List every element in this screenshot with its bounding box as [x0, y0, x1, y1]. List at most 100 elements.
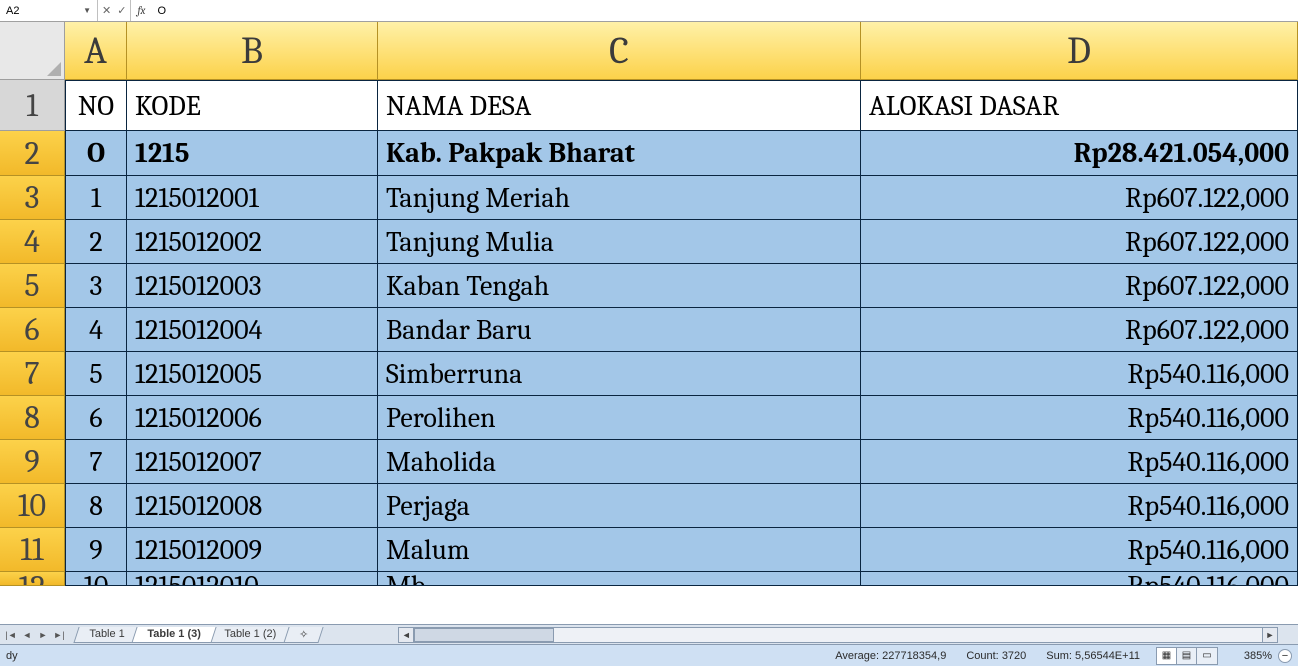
cell[interactable]: 7: [65, 440, 127, 484]
cell[interactable]: 4: [65, 308, 127, 352]
zoom-out-icon[interactable]: −: [1278, 649, 1292, 663]
cell[interactable]: 5: [65, 352, 127, 396]
cell[interactable]: 2: [65, 220, 127, 264]
row-header[interactable]: 10: [0, 484, 65, 528]
row-header[interactable]: 5: [0, 264, 65, 308]
cell[interactable]: 3: [65, 264, 127, 308]
cell[interactable]: 1215012009: [127, 528, 378, 572]
cell[interactable]: NAMA DESA: [378, 80, 861, 131]
cell[interactable]: 9: [65, 528, 127, 572]
cell[interactable]: Tanjung Meriah: [378, 176, 861, 220]
cell[interactable]: 1: [65, 176, 127, 220]
hscroll-right-icon[interactable]: ►: [1262, 627, 1278, 643]
cell[interactable]: 1215012006: [127, 396, 378, 440]
cell[interactable]: 8: [65, 484, 127, 528]
name-box-dropdown-icon[interactable]: ▼: [83, 6, 91, 15]
name-box[interactable]: A2 ▼: [0, 0, 98, 21]
new-sheet-tab[interactable]: ✧: [283, 627, 323, 643]
fx-label[interactable]: fx: [131, 4, 151, 17]
new-sheet-icon: ✧: [299, 628, 308, 641]
view-buttons: ▦ ▤ ▭: [1156, 647, 1218, 665]
sheet-tab[interactable]: Table 1: [73, 627, 140, 643]
column-header-D[interactable]: D: [861, 22, 1298, 80]
cell[interactable]: Bandar Baru: [378, 308, 861, 352]
row-header[interactable]: 7: [0, 352, 65, 396]
cell[interactable]: Maholida: [378, 440, 861, 484]
row-header[interactable]: 8: [0, 396, 65, 440]
status-count-value: 3720: [1002, 650, 1026, 662]
row-header[interactable]: 2: [0, 131, 65, 176]
zoom-level[interactable]: 385%: [1230, 650, 1272, 662]
cell[interactable]: Tanjung Mulia: [378, 220, 861, 264]
cell[interactable]: Kab. Pakpak Bharat: [378, 131, 861, 176]
cell[interactable]: Rp607.122,000: [861, 220, 1298, 264]
sheet-area: A B C D 1 NO KODE NAMA DESA ALOKASI DASA…: [0, 22, 1298, 624]
cell[interactable]: 1215012001: [127, 176, 378, 220]
cell[interactable]: 1215012003: [127, 264, 378, 308]
cell[interactable]: 6: [65, 396, 127, 440]
cell[interactable]: Malum: [378, 528, 861, 572]
cell[interactable]: Rp540.116,000: [861, 572, 1298, 586]
status-bar: dy Average: 227718354,9 Count: 3720 Sum:…: [0, 644, 1298, 666]
cell[interactable]: Rp607.122,000: [861, 264, 1298, 308]
hscroll-track[interactable]: [414, 627, 1262, 643]
row-header[interactable]: 3: [0, 176, 65, 220]
formula-input[interactable]: O: [151, 5, 1298, 17]
cell[interactable]: Rp540.116,000: [861, 396, 1298, 440]
cell[interactable]: 1215012008: [127, 484, 378, 528]
cancel-icon[interactable]: ✕: [102, 4, 111, 17]
horizontal-scrollbar[interactable]: ◄ ►: [398, 627, 1278, 643]
cell[interactable]: 1215012005: [127, 352, 378, 396]
cell[interactable]: KODE: [127, 80, 378, 131]
column-header-C[interactable]: C: [378, 22, 861, 80]
cell[interactable]: 1215012010: [127, 572, 378, 586]
cell[interactable]: 1215012004: [127, 308, 378, 352]
select-all-corner[interactable]: [0, 22, 65, 80]
cell[interactable]: NO: [65, 80, 127, 131]
status-sum: Sum: 5,56544E+11: [1046, 650, 1140, 662]
cell[interactable]: Rp540.116,000: [861, 484, 1298, 528]
row-header[interactable]: 11: [0, 528, 65, 572]
name-box-value: A2: [6, 5, 19, 17]
cell[interactable]: Rp540.116,000: [861, 352, 1298, 396]
column-header-A[interactable]: A: [65, 22, 127, 80]
row-header[interactable]: 12: [0, 572, 65, 586]
row-header[interactable]: 9: [0, 440, 65, 484]
cell[interactable]: Perolihen: [378, 396, 861, 440]
cell[interactable]: Mb: [378, 572, 861, 586]
column-header-B[interactable]: B: [127, 22, 378, 80]
confirm-icon[interactable]: ✓: [117, 4, 126, 17]
row-header[interactable]: 6: [0, 308, 65, 352]
cell[interactable]: 1215: [127, 131, 378, 176]
spreadsheet-grid: A B C D 1 NO KODE NAMA DESA ALOKASI DASA…: [0, 22, 1298, 586]
cell[interactable]: O: [65, 131, 127, 176]
hscroll-left-icon[interactable]: ◄: [398, 627, 414, 643]
row-header[interactable]: 4: [0, 220, 65, 264]
cell[interactable]: Rp607.122,000: [861, 308, 1298, 352]
cell[interactable]: 10: [65, 572, 127, 586]
tab-first-icon[interactable]: |◄: [4, 628, 18, 642]
hscroll-thumb[interactable]: [414, 628, 554, 642]
cell[interactable]: Rp28.421.054,000: [861, 131, 1298, 176]
cell[interactable]: Rp540.116,000: [861, 440, 1298, 484]
cell[interactable]: ALOKASI DASAR: [861, 80, 1298, 131]
cell[interactable]: Perjaga: [378, 484, 861, 528]
view-page-break-icon[interactable]: ▭: [1197, 648, 1217, 664]
tab-next-icon[interactable]: ►: [36, 628, 50, 642]
cell[interactable]: Rp607.122,000: [861, 176, 1298, 220]
tab-prev-icon[interactable]: ◄: [20, 628, 34, 642]
row-header[interactable]: 1: [0, 80, 65, 131]
view-page-layout-icon[interactable]: ▤: [1177, 648, 1197, 664]
cell[interactable]: Kaban Tengah: [378, 264, 861, 308]
zoom-slider[interactable]: −: [1278, 649, 1292, 663]
cell[interactable]: 1215012002: [127, 220, 378, 264]
cell[interactable]: 1215012007: [127, 440, 378, 484]
cell[interactable]: Rp540.116,000: [861, 528, 1298, 572]
status-average-label: Average:: [835, 650, 879, 662]
sheet-tab[interactable]: Table 1 (2): [208, 627, 291, 643]
sheet-tab[interactable]: Table 1 (3): [132, 627, 217, 643]
tab-last-icon[interactable]: ►|: [52, 628, 66, 642]
view-normal-icon[interactable]: ▦: [1157, 648, 1177, 664]
cell[interactable]: Simberruna: [378, 352, 861, 396]
status-sum-value: 5,56544E+11: [1075, 650, 1140, 662]
